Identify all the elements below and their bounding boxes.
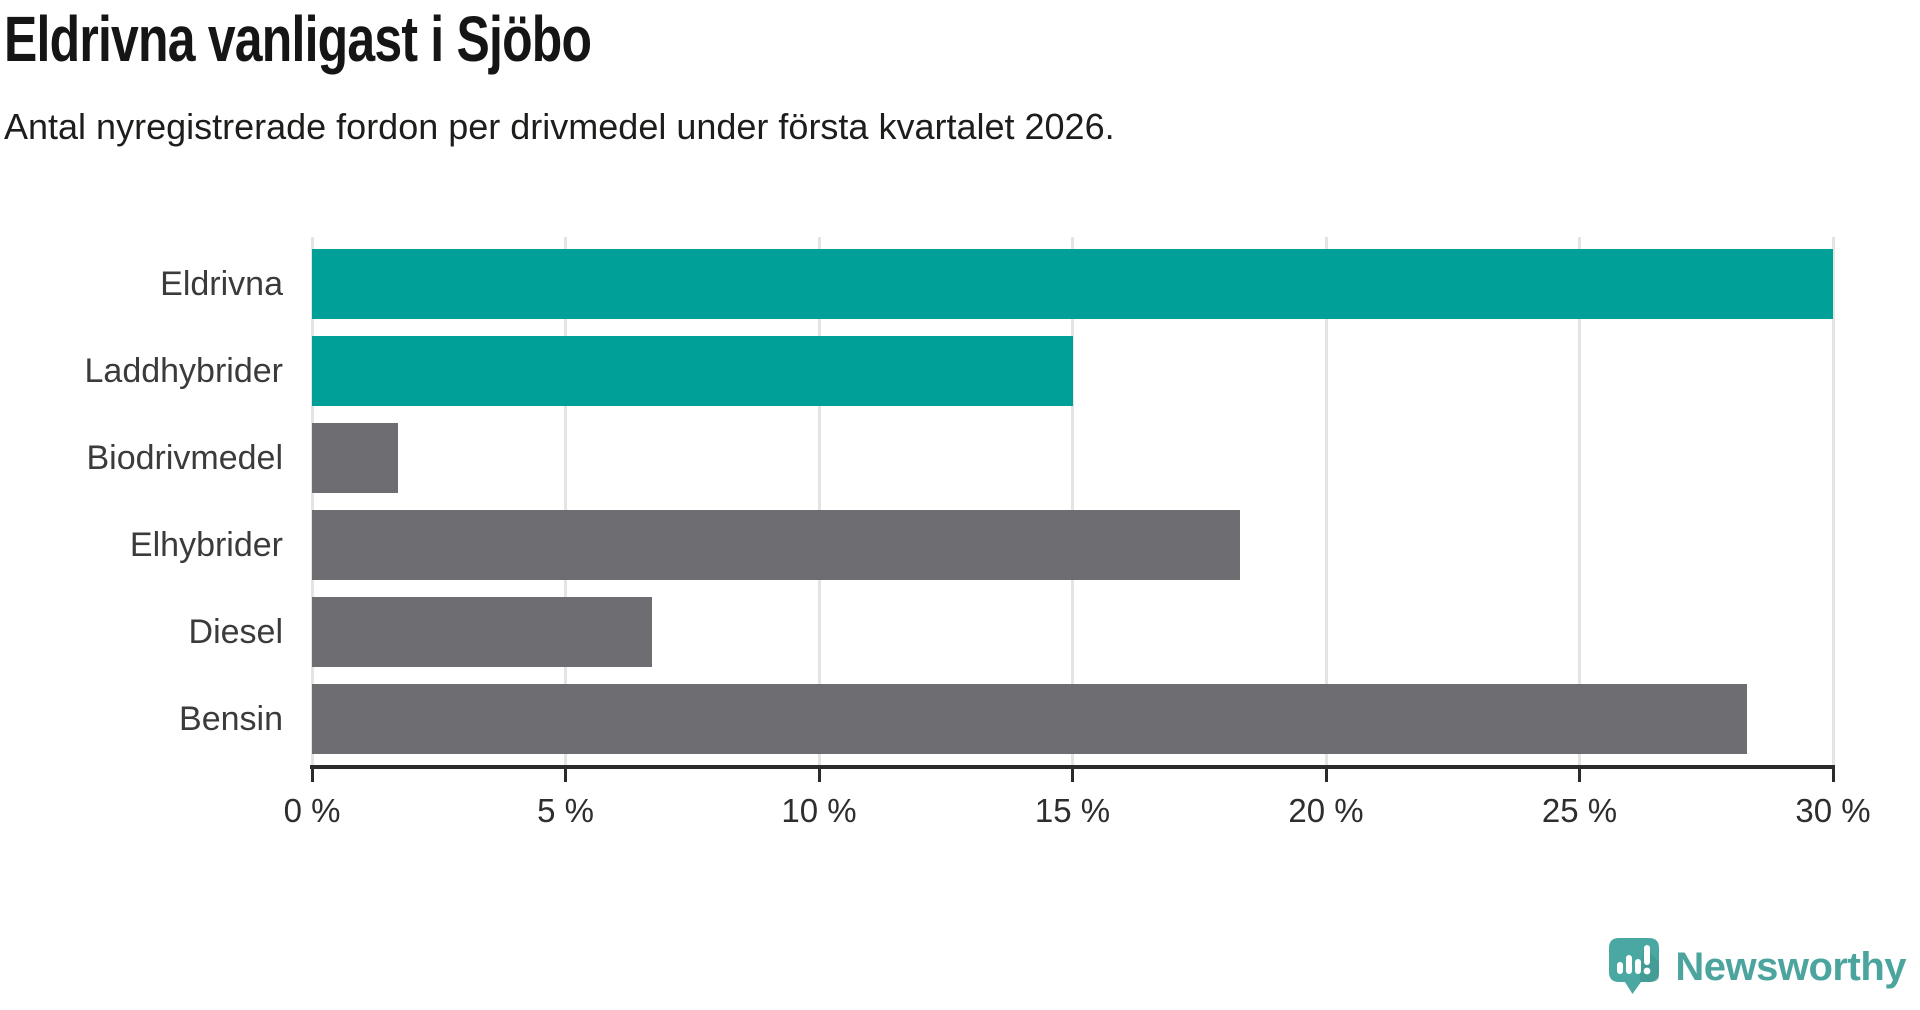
bar-0: [312, 249, 1833, 319]
page-title: Eldrivna vanligast i Sjöbo: [4, 3, 592, 75]
x-tick-label-30: 30 %: [1795, 792, 1871, 829]
x-tick-label-5: 5 %: [537, 792, 594, 829]
x-tick-label-10: 10 %: [781, 792, 857, 829]
gridline-15: [1071, 237, 1074, 765]
category-label-4: Diesel: [188, 612, 283, 651]
category-label-1: Laddhybrider: [84, 351, 283, 390]
bar-2: [312, 423, 398, 493]
x-tick-label-15: 15 %: [1034, 792, 1111, 829]
x-tick-5: [564, 765, 567, 782]
category-label-5: Bensin: [179, 699, 283, 738]
category-label-3: Elhybrider: [129, 525, 283, 564]
x-tick-30: [1831, 765, 1835, 782]
gridline-10: [817, 237, 821, 765]
gridline-30: [1831, 237, 1835, 765]
x-tick-20: [1324, 765, 1328, 782]
bar-5: [312, 684, 1747, 754]
x-tick-0: [310, 765, 314, 782]
page-subtitle: Antal nyregistrerade fordon per drivmede…: [4, 106, 1115, 147]
gridline-25: [1578, 237, 1581, 765]
gridline-5: [564, 237, 567, 765]
x-tick-label-0: 0 %: [283, 792, 341, 829]
category-label-2: Biodrivmedel: [86, 438, 283, 477]
x-tick-10: [817, 765, 821, 782]
gridline-20: [1324, 237, 1328, 765]
category-label-0: Eldrivna: [160, 264, 283, 303]
newsworthy-logo-icon: [1609, 938, 1660, 994]
x-tick-15: [1071, 765, 1074, 782]
bar-4: [312, 597, 652, 667]
bar-3: [312, 510, 1240, 580]
x-tick-25: [1578, 765, 1581, 782]
gridline-0: [310, 237, 314, 765]
x-tick-label-25: 25 %: [1541, 792, 1618, 829]
bar-1: [312, 336, 1073, 406]
logo-text: Newsworthy: [1675, 944, 1906, 989]
x-tick-label-20: 20 %: [1288, 792, 1364, 829]
logo: Newsworthy: [1609, 938, 1906, 996]
